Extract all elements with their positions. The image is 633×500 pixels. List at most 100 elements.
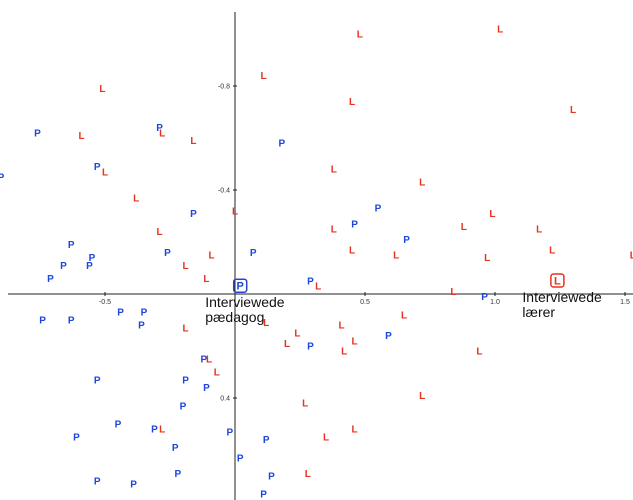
point-laerer: L bbox=[349, 97, 355, 108]
point-laerer: L bbox=[214, 368, 220, 379]
point-paedagog: P bbox=[60, 261, 67, 272]
point-paedagog: P bbox=[226, 427, 233, 438]
point-paedagog: P bbox=[115, 420, 122, 431]
point-paedagog: P bbox=[481, 292, 488, 303]
point-paedagog: P bbox=[182, 375, 189, 386]
point-laerer: L bbox=[476, 347, 482, 358]
point-laerer: L bbox=[331, 165, 337, 176]
point-laerer: L bbox=[536, 225, 542, 236]
point-laerer: L bbox=[339, 321, 345, 332]
point-laerer: L bbox=[393, 251, 399, 262]
point-laerer: L bbox=[315, 282, 321, 293]
point-laerer: L bbox=[419, 178, 425, 189]
point-laerer: L bbox=[570, 105, 576, 116]
point-paedagog: P bbox=[151, 425, 158, 436]
point-laerer: L bbox=[549, 245, 555, 256]
point-laerer: L bbox=[352, 425, 358, 436]
point-laerer: L bbox=[357, 30, 363, 41]
point-laerer: L bbox=[99, 84, 105, 95]
point-laerer: L bbox=[206, 355, 212, 366]
point-laerer: L bbox=[341, 347, 347, 358]
point-paedagog: P bbox=[174, 469, 181, 480]
point-laerer: L bbox=[183, 261, 189, 272]
point-laerer: L bbox=[79, 131, 85, 142]
point-paedagog: P bbox=[89, 253, 96, 264]
point-paedagog: P bbox=[190, 209, 197, 220]
point-laerer: L bbox=[630, 251, 633, 262]
point-laerer: L bbox=[102, 167, 108, 178]
point-paedagog: P bbox=[68, 240, 75, 251]
point-laerer: L bbox=[419, 391, 425, 402]
point-laerer: L bbox=[209, 251, 215, 262]
x-tick-label: -0.5 bbox=[99, 299, 111, 306]
point-laerer: L bbox=[450, 287, 456, 298]
point-paedagog: P bbox=[164, 248, 171, 259]
point-laerer: L bbox=[349, 245, 355, 256]
highlight-label: Interviewede bbox=[205, 294, 285, 310]
point-laerer: L bbox=[352, 336, 358, 347]
point-paedagog: P bbox=[203, 383, 210, 394]
point-paedagog: P bbox=[94, 375, 101, 386]
point-laerer: L bbox=[302, 399, 308, 410]
point-paedagog: P bbox=[138, 321, 145, 332]
point-paedagog: P bbox=[39, 316, 46, 327]
axis-ticks: -0.5 0.5 1.0 1.5 -0.8 -0.4 0.4 bbox=[99, 84, 630, 403]
point-paedagog: P bbox=[94, 477, 101, 488]
point-paedagog: P bbox=[200, 355, 207, 366]
highlight-label: lærer bbox=[522, 304, 555, 320]
y-tick-label: -0.4 bbox=[218, 188, 230, 195]
highlight-box bbox=[550, 273, 565, 288]
point-paedagog: P bbox=[47, 274, 54, 285]
y-tick-label: 0.4 bbox=[220, 396, 230, 403]
point-paedagog: P bbox=[351, 219, 358, 230]
highlight-label: pædagog bbox=[205, 309, 264, 325]
point-laerer: L bbox=[159, 425, 165, 436]
point-paedagog: P bbox=[86, 261, 93, 272]
point-laerer: L bbox=[497, 24, 503, 35]
point-paedagog: P bbox=[260, 490, 267, 500]
point-laerer: L bbox=[294, 329, 300, 340]
highlight-marker: P bbox=[237, 281, 244, 293]
point-paedagog: P bbox=[268, 472, 275, 483]
point-laerer: L bbox=[133, 193, 139, 204]
point-laerer: L bbox=[484, 253, 490, 264]
point-laerer: L bbox=[461, 222, 467, 233]
highlight-marker: L bbox=[554, 276, 561, 288]
point-paedagog: P bbox=[250, 248, 257, 259]
point-laerer: L bbox=[157, 227, 163, 238]
point-paedagog: P bbox=[34, 128, 41, 139]
point-paedagog: P bbox=[180, 401, 187, 412]
point-paedagog: P bbox=[307, 277, 314, 288]
point-laerer: L bbox=[232, 206, 238, 217]
point-paedagog: P bbox=[94, 162, 101, 173]
point-paedagog: P bbox=[172, 443, 179, 454]
highlight-box bbox=[232, 278, 248, 293]
point-laerer: L bbox=[203, 274, 209, 285]
highlight-label: Interviewede bbox=[522, 289, 602, 305]
x-tick-label: 0.5 bbox=[360, 299, 370, 306]
point-laerer: L bbox=[284, 339, 290, 350]
point-paedagog: P bbox=[0, 173, 5, 184]
point-laerer: L bbox=[263, 318, 269, 329]
point-laerer: L bbox=[323, 433, 329, 444]
point-paedagog: P bbox=[73, 433, 80, 444]
point-laerer: L bbox=[159, 128, 165, 139]
point-paedagog: P bbox=[375, 204, 382, 215]
point-paedagog: P bbox=[385, 331, 392, 342]
point-laerer: L bbox=[401, 310, 407, 321]
point-paedagog: P bbox=[278, 139, 285, 150]
point-laerer: L bbox=[261, 71, 267, 82]
point-laerer: L bbox=[183, 323, 189, 334]
point-paedagog: P bbox=[263, 435, 270, 446]
point-paedagog: P bbox=[237, 453, 244, 464]
point-paedagog: P bbox=[117, 308, 124, 319]
x-tick-label: 1.5 bbox=[620, 299, 630, 306]
point-laerer: L bbox=[190, 136, 196, 147]
point-paedagog: P bbox=[403, 235, 410, 246]
point-paedagog: P bbox=[307, 342, 314, 353]
point-laerer: L bbox=[331, 225, 337, 236]
point-paedagog: P bbox=[156, 123, 163, 134]
